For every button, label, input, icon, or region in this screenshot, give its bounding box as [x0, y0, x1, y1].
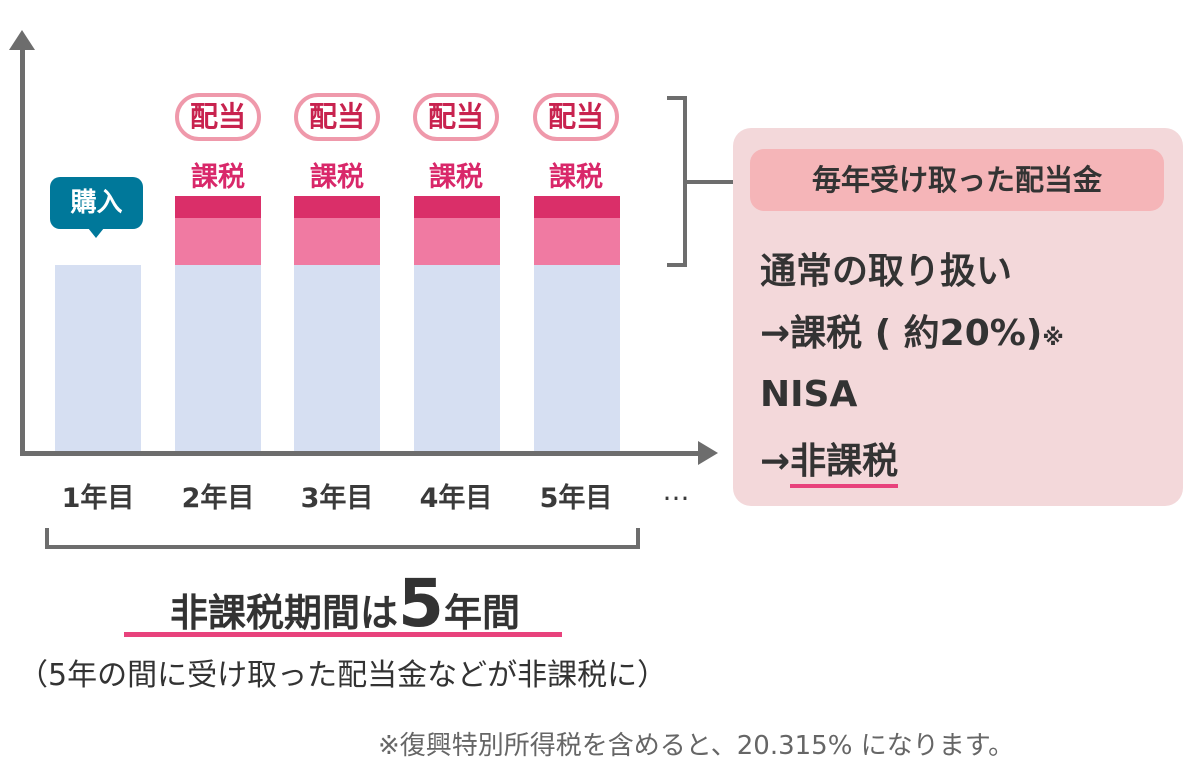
bar-year4-base — [414, 265, 500, 451]
nisa-label: NISA — [760, 374, 858, 415]
purchase-bubble: 購入 — [50, 177, 143, 229]
bar-year2-dividend — [175, 218, 261, 265]
period-bracket-left — [45, 528, 49, 549]
dividend-tag: 毎年受け取った配当金 — [750, 149, 1164, 211]
dividend-badge: 配当 — [294, 93, 380, 141]
bar-year3-dividend — [294, 218, 380, 265]
period-bracket — [45, 545, 640, 549]
note-mark: ※ — [1042, 326, 1064, 351]
x-axis-arrow-icon — [698, 441, 718, 465]
tax-free-period-title: 非課税期間は5年間 — [125, 571, 565, 637]
period-underline — [124, 632, 562, 637]
x-label-year3: 3年目 — [300, 483, 374, 514]
bar-year4-tax — [414, 196, 500, 218]
period-bracket-right — [636, 528, 640, 549]
period-unit: 年間 — [443, 591, 520, 635]
bar-year5-tax — [534, 196, 620, 218]
period-subtitle: （5年の間に受け取った配当金などが非課税に） — [18, 658, 668, 693]
tax-rate-text: →課税 ( 約20%) — [760, 313, 1043, 354]
x-label-year2: 2年目 — [181, 483, 255, 514]
bubble-tail-icon — [88, 228, 104, 238]
bracket-connector — [687, 180, 753, 184]
bar-year5-base — [534, 265, 620, 451]
dividend-badge: 配当 — [413, 93, 499, 141]
y-axis — [20, 48, 25, 456]
bracket-top — [667, 96, 687, 100]
x-axis — [20, 451, 700, 456]
y-axis-arrow-icon — [9, 30, 35, 50]
bracket-vertical — [683, 96, 687, 267]
bar-year1-base — [55, 265, 141, 451]
bar-year4-dividend — [414, 218, 500, 265]
nisa-tax-free: →非課税 — [760, 432, 899, 488]
normal-treatment-label: 通常の取り扱い — [760, 251, 1013, 292]
x-label-year4: 4年目 — [419, 483, 493, 514]
x-label-year1: 1年目 — [61, 483, 135, 514]
x-label-year5: 5年目 — [539, 483, 613, 514]
dividend-badge: 配当 — [175, 93, 261, 141]
period-number: 5 — [398, 565, 444, 642]
bar-year2-base — [175, 265, 261, 451]
normal-tax-rate: →課税 ( 約20%)※ — [760, 304, 1064, 356]
footnote: ※復興特別所得税を含めると、20.315% になります。 — [378, 731, 1015, 761]
period-text: 非課税期間は — [170, 591, 399, 635]
bar-year3-base — [294, 265, 380, 451]
bar-year3-tax — [294, 196, 380, 218]
tax-label: 課税 — [310, 162, 364, 193]
tax-label: 課税 — [549, 162, 603, 193]
tax-label: 課税 — [429, 162, 483, 193]
arrow-icon: → — [760, 441, 791, 482]
dividend-badge: 配当 — [533, 93, 619, 141]
bar-year5-dividend — [534, 218, 620, 265]
bracket-bottom — [667, 263, 687, 267]
bar-year2-tax — [175, 196, 261, 218]
x-label-ellipsis: … — [662, 476, 690, 507]
tax-free-text: 非課税 — [790, 441, 899, 488]
tax-label: 課税 — [191, 162, 245, 193]
